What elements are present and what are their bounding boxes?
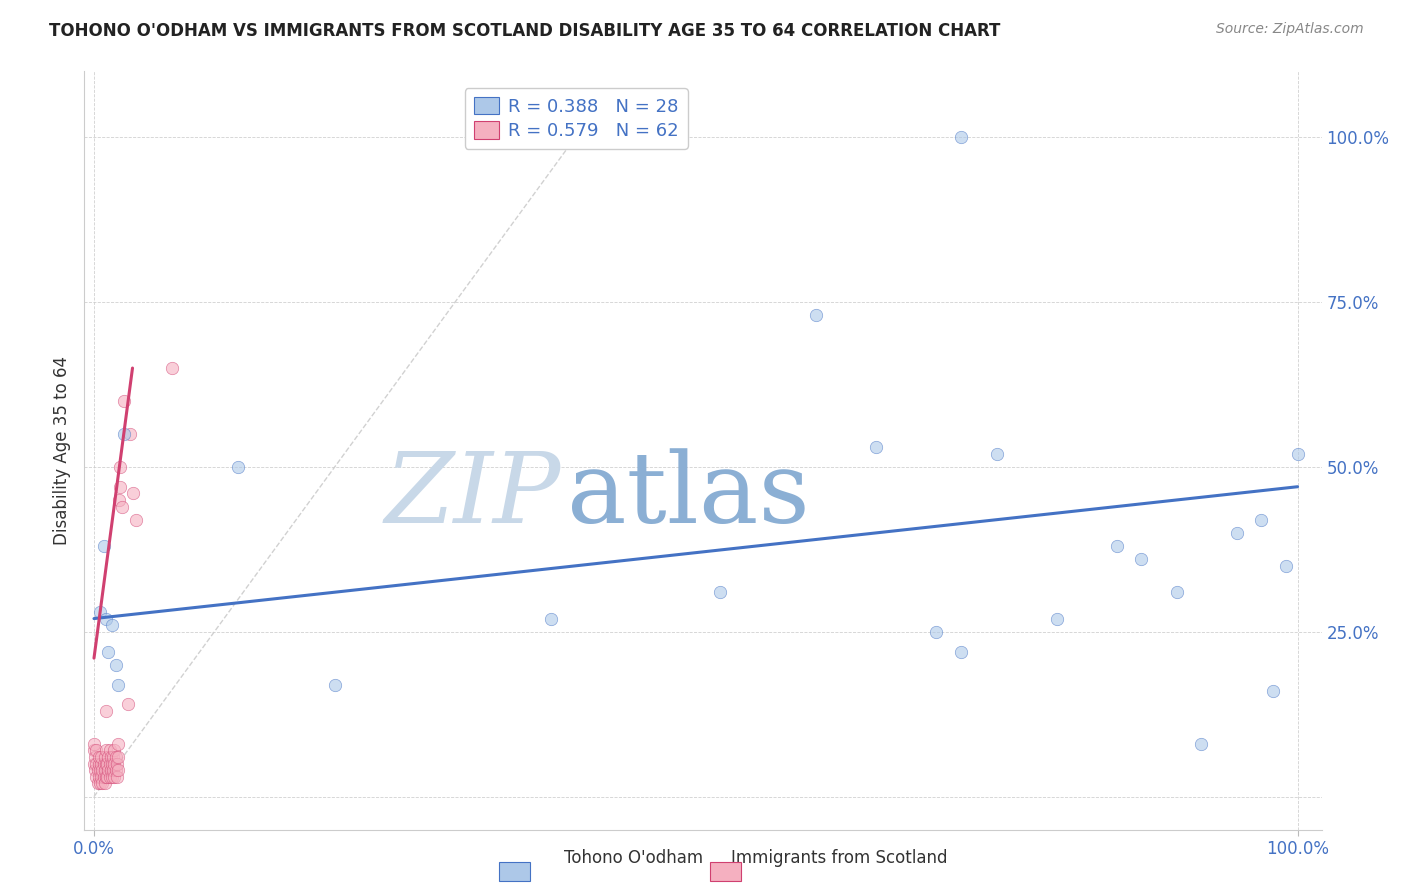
Point [87, 750, 110, 764]
Point [107, 750, 129, 764]
Point [98, 770, 121, 784]
Point [103, 770, 125, 784]
Point [89, 776, 111, 790]
Point [105, 756, 128, 771]
Point [107, 737, 129, 751]
Point [93, 756, 115, 771]
Point [93, 539, 115, 553]
Point [804, 308, 827, 322]
Text: TOHONO O'ODHAM VS IMMIGRANTS FROM SCOTLAND DISABILITY AGE 35 TO 64 CORRELATION C: TOHONO O'ODHAM VS IMMIGRANTS FROM SCOTLA… [49, 22, 1001, 40]
Point [91, 776, 114, 790]
Point [83, 737, 105, 751]
Point [104, 750, 127, 764]
Point [83, 756, 105, 771]
Point [93, 770, 115, 784]
Point [105, 770, 128, 784]
Point [94, 743, 117, 757]
Point [111, 500, 134, 514]
Point [1263, 684, 1285, 698]
Text: Immigrants from Scotland: Immigrants from Scotland [731, 849, 948, 867]
Y-axis label: Disability Age 35 to 64: Disability Age 35 to 64 [53, 356, 72, 545]
Point [96, 770, 118, 784]
Point [865, 440, 887, 454]
Point [94, 776, 117, 790]
Point [94, 756, 117, 771]
Point [94, 770, 117, 784]
Point [540, 611, 562, 625]
Point [323, 677, 346, 691]
Point [1250, 513, 1272, 527]
Point [100, 763, 122, 777]
Point [89, 763, 111, 777]
Point [112, 427, 135, 442]
Point [94, 611, 117, 625]
Point [228, 459, 250, 474]
Point [98, 756, 121, 771]
Point [90, 756, 112, 771]
Point [125, 513, 148, 527]
Point [1166, 585, 1188, 599]
Point [86, 776, 108, 790]
Point [97, 763, 120, 777]
Point [86, 763, 108, 777]
Point [103, 743, 125, 757]
Point [94, 763, 117, 777]
Point [1189, 737, 1212, 751]
Point [925, 624, 948, 639]
Text: Tohono O'odham: Tohono O'odham [564, 849, 703, 867]
Point [107, 763, 129, 777]
Text: Source: ZipAtlas.com: Source: ZipAtlas.com [1216, 22, 1364, 37]
Point [1226, 525, 1249, 540]
Text: ZIP: ZIP [384, 449, 561, 543]
Point [101, 618, 124, 632]
Point [1130, 552, 1153, 566]
Point [90, 770, 112, 784]
Point [90, 750, 112, 764]
Point [103, 756, 125, 771]
Legend: R = 0.388   N = 28, R = 0.579   N = 62: R = 0.388 N = 28, R = 0.579 N = 62 [464, 88, 688, 149]
Point [1286, 447, 1309, 461]
Point [86, 770, 108, 784]
Point [91, 763, 114, 777]
Point [97, 750, 120, 764]
Point [103, 750, 125, 764]
Point [1274, 558, 1296, 573]
Point [97, 644, 120, 658]
Point [89, 605, 111, 619]
Point [87, 770, 110, 784]
Point [98, 743, 121, 757]
Point [84, 763, 107, 777]
Point [110, 480, 132, 494]
Point [104, 763, 127, 777]
Point [160, 361, 183, 376]
Point [112, 394, 135, 409]
Point [96, 756, 118, 771]
Point [108, 492, 131, 507]
Point [1105, 539, 1128, 553]
Point [107, 677, 129, 691]
Point [949, 644, 972, 658]
Point [1046, 611, 1069, 625]
Point [86, 756, 108, 771]
Point [103, 763, 125, 777]
Point [120, 427, 142, 442]
Point [101, 756, 124, 771]
Point [949, 130, 972, 145]
Point [104, 657, 127, 672]
Point [121, 486, 143, 500]
Point [709, 585, 731, 599]
Point [84, 750, 107, 764]
Point [117, 698, 139, 712]
Text: atlas: atlas [567, 448, 810, 544]
Point [110, 459, 132, 474]
Point [986, 447, 1008, 461]
Point [94, 704, 117, 718]
Point [101, 770, 124, 784]
Point [83, 743, 105, 757]
Point [86, 743, 108, 757]
Point [87, 756, 110, 771]
Point [94, 750, 117, 764]
Point [100, 750, 122, 764]
